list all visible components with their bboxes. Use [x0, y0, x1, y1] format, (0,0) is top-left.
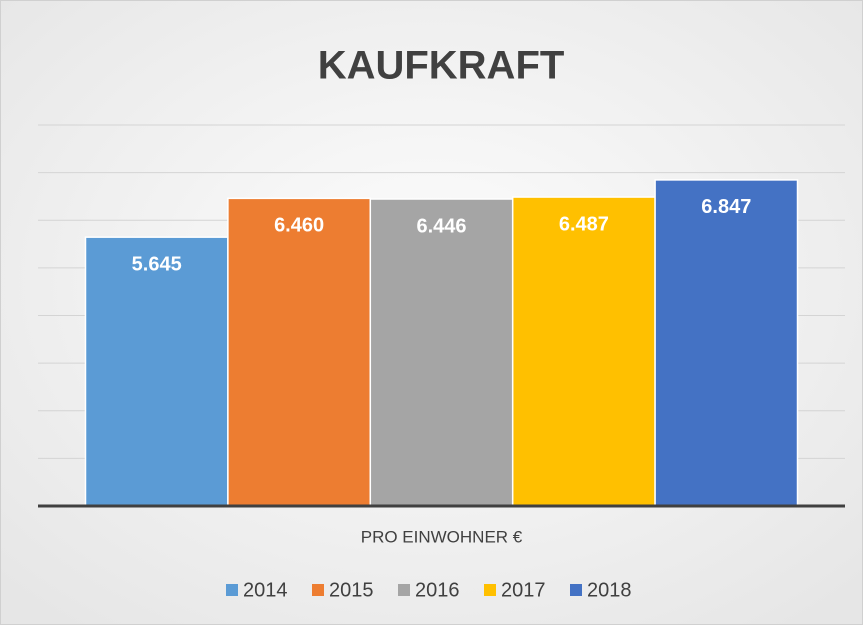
- legend-label: 2017: [501, 579, 546, 601]
- legend-swatch: [398, 584, 410, 596]
- legend-label: 2014: [243, 579, 288, 601]
- bar: [511, 196, 656, 507]
- legend-swatch: [312, 584, 324, 596]
- value-label: 6.460: [274, 215, 324, 237]
- value-label: 6.847: [701, 196, 751, 218]
- value-label: 6.487: [559, 213, 609, 235]
- legend-label: 2018: [587, 579, 632, 601]
- x-tick-label: PRO EINWOHNER €: [361, 527, 523, 546]
- legend-label: 2015: [329, 579, 374, 601]
- legend-label: 2016: [415, 579, 460, 601]
- bar: [84, 236, 229, 507]
- bar: [369, 198, 514, 507]
- value-label: 6.446: [416, 215, 466, 237]
- bar: [227, 197, 372, 507]
- legend-swatch: [484, 584, 496, 596]
- value-label: 5.645: [132, 253, 182, 275]
- legend-swatch: [570, 584, 582, 596]
- chart-title: KAUFKRAFT: [318, 44, 565, 88]
- bar: [654, 179, 799, 507]
- legend-swatch: [226, 584, 238, 596]
